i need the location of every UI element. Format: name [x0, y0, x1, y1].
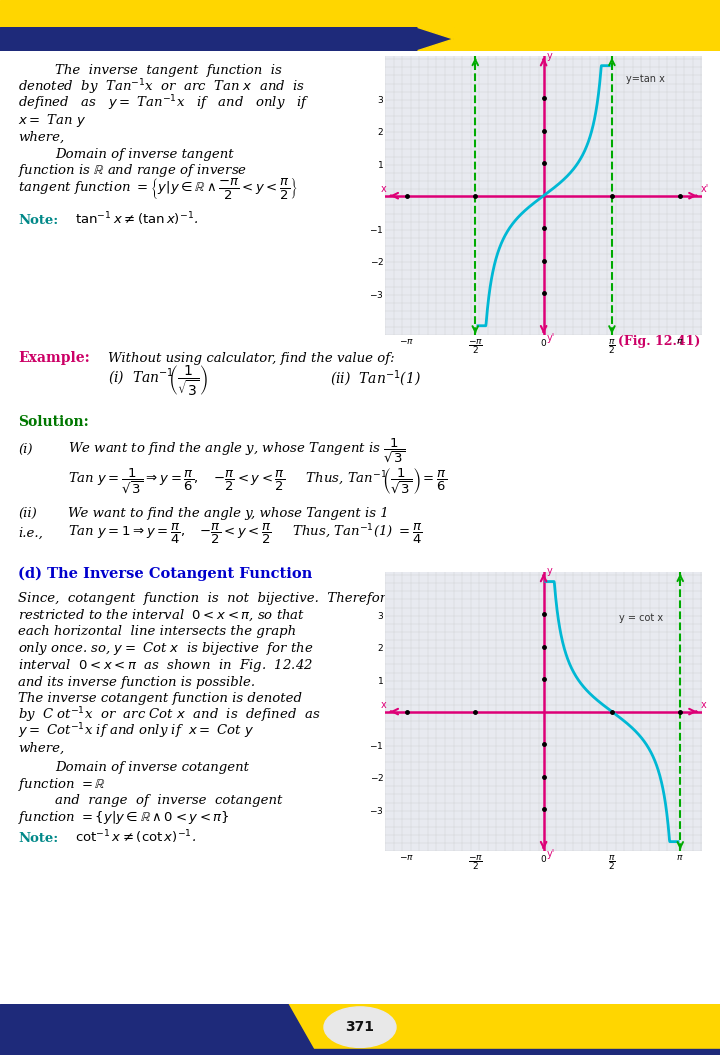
Text: $x =$ Tan $y$: $x =$ Tan $y$	[18, 113, 86, 130]
Text: and  range  of  inverse  cotangent: and range of inverse cotangent	[55, 794, 282, 807]
Ellipse shape	[324, 1006, 396, 1048]
Text: Without using calculator, find the value of:: Without using calculator, find the value…	[108, 351, 395, 365]
Bar	[0, 1049, 720, 1055]
Text: function $= \mathbb{R}$: function $= \mathbb{R}$	[18, 775, 106, 792]
Polygon shape	[230, 1004, 317, 1055]
Text: y=tan x: y=tan x	[626, 74, 665, 84]
Text: We want to find the angle y, whose Tangent is 1: We want to find the angle y, whose Tange…	[68, 506, 389, 520]
Text: (Fig. 12.41): (Fig. 12.41)	[618, 335, 700, 348]
Text: Tan $y = 1 \Rightarrow y = \dfrac{\pi}{4},$   $-\dfrac{\pi}{2} < y < \dfrac{\pi}: Tan $y = 1 \Rightarrow y = \dfrac{\pi}{4…	[68, 522, 423, 545]
Text: $\tan^{-1}x \neq (\tan x)^{-1}$.: $\tan^{-1}x \neq (\tan x)^{-1}$.	[75, 211, 198, 228]
Text: i.e.,: i.e.,	[18, 526, 43, 539]
Text: Solution:: Solution:	[18, 415, 89, 428]
Text: $\cot^{-1}x \neq (\cot x)^{-1}$.: $\cot^{-1}x \neq (\cot x)^{-1}$.	[75, 828, 196, 846]
Bar	[0, 27, 454, 51]
Text: x: x	[380, 699, 386, 710]
Text: (d) The Inverse Cotangent Function: (d) The Inverse Cotangent Function	[18, 567, 312, 580]
Text: Since,  cotangent  function  is  not  bijective.  Therefore,  domain  of  cot x : Since, cotangent function is not bijecti…	[18, 592, 539, 606]
Text: y': y'	[547, 849, 555, 859]
Text: each horizontal  line intersects the graph: each horizontal line intersects the grap…	[18, 626, 296, 638]
Text: (ii)  Tan$^{-1}$(1): (ii) Tan$^{-1}$(1)	[330, 368, 421, 388]
Text: (ii): (ii)	[18, 506, 37, 520]
Text: Note:: Note:	[18, 832, 58, 845]
Bar	[454, 27, 720, 51]
Bar	[288, 1004, 720, 1055]
Text: The  inverse  tangent  function  is: The inverse tangent function is	[55, 64, 282, 77]
Text: 371: 371	[346, 1020, 374, 1034]
Text: Note:: Note:	[18, 214, 58, 228]
Text: x: x	[380, 184, 386, 194]
Polygon shape	[418, 27, 490, 51]
Text: function is $\mathbb{R}$ and range of inverse: function is $\mathbb{R}$ and range of in…	[18, 162, 247, 179]
Text: (Fig. 12.42): (Fig. 12.42)	[618, 821, 700, 833]
Text: Domain of inverse tangent: Domain of inverse tangent	[55, 148, 233, 160]
Text: y': y'	[547, 333, 555, 343]
Text: function $=\{y|y \in \mathbb{R} \wedge 0 < y < \pi\}$: function $=\{y|y \in \mathbb{R} \wedge 0…	[18, 809, 230, 826]
Text: interval  $0 < x < \pi$  as  shown  in  Fig.  12.42: interval $0 < x < \pi$ as shown in Fig. …	[18, 657, 313, 674]
Bar	[432, 0, 720, 30]
Text: and its inverse function is possible.: and its inverse function is possible.	[18, 675, 255, 689]
Text: x': x'	[701, 184, 709, 194]
Text: defined   as   $y=$ Tan$^{-1}$x   if   and   only   if: defined as $y=$ Tan$^{-1}$x if and only …	[18, 94, 310, 113]
Text: y: y	[547, 51, 553, 60]
Text: We want to find the angle y, whose Tangent is $\dfrac{1}{\sqrt{3}}$: We want to find the angle y, whose Tange…	[68, 437, 405, 465]
Text: where,: where,	[18, 743, 64, 755]
Text: tangent function $= \left\{y|y \in \mathbb{R} \wedge \dfrac{-\pi}{2} < y < \dfra: tangent function $= \left\{y|y \in \math…	[18, 175, 298, 200]
Text: y = cot x: y = cot x	[618, 613, 663, 622]
Text: Tan $y = \dfrac{1}{\sqrt{3}} \Rightarrow y = \dfrac{\pi}{6},$   $-\dfrac{\pi}{2}: Tan $y = \dfrac{1}{\sqrt{3}} \Rightarrow…	[68, 466, 447, 496]
Text: Example:: Example:	[18, 350, 90, 365]
Text: only once. so, $y =$ Cot $x$  is bijective  for the: only once. so, $y =$ Cot $x$ is bijectiv…	[18, 640, 313, 657]
Text: Domain of inverse cotangent: Domain of inverse cotangent	[55, 761, 249, 774]
Text: where,: where,	[18, 131, 64, 145]
Text: (i): (i)	[18, 443, 32, 456]
Text: by  C ot$^{-1}$x  or  arc Cot $x$  and  is  defined  as: by C ot$^{-1}$x or arc Cot $x$ and is de…	[18, 705, 320, 725]
Bar	[0, 0, 432, 30]
Bar	[0, 1004, 288, 1055]
Text: $y =$ Cot$^{-1}$x if and only if  $x =$ Cot $y$: $y =$ Cot$^{-1}$x if and only if $x =$ C…	[18, 722, 254, 742]
Text: x: x	[701, 699, 707, 710]
Text: y: y	[547, 567, 553, 576]
Text: (i)  Tan$^{-1}\!\!\left(\dfrac{1}{\sqrt{3}}\right)$: (i) Tan$^{-1}\!\!\left(\dfrac{1}{\sqrt{3…	[108, 364, 208, 398]
Text: denoted  by  Tan$^{-1}$x  or  arc  Tan $x$  and  is: denoted by Tan$^{-1}$x or arc Tan $x$ an…	[18, 77, 305, 97]
Text: The inverse cotangent function is denoted: The inverse cotangent function is denote…	[18, 692, 302, 705]
Text: restricted to the interval  $0 < x < \pi$, so that: restricted to the interval $0 < x < \pi$…	[18, 608, 305, 624]
